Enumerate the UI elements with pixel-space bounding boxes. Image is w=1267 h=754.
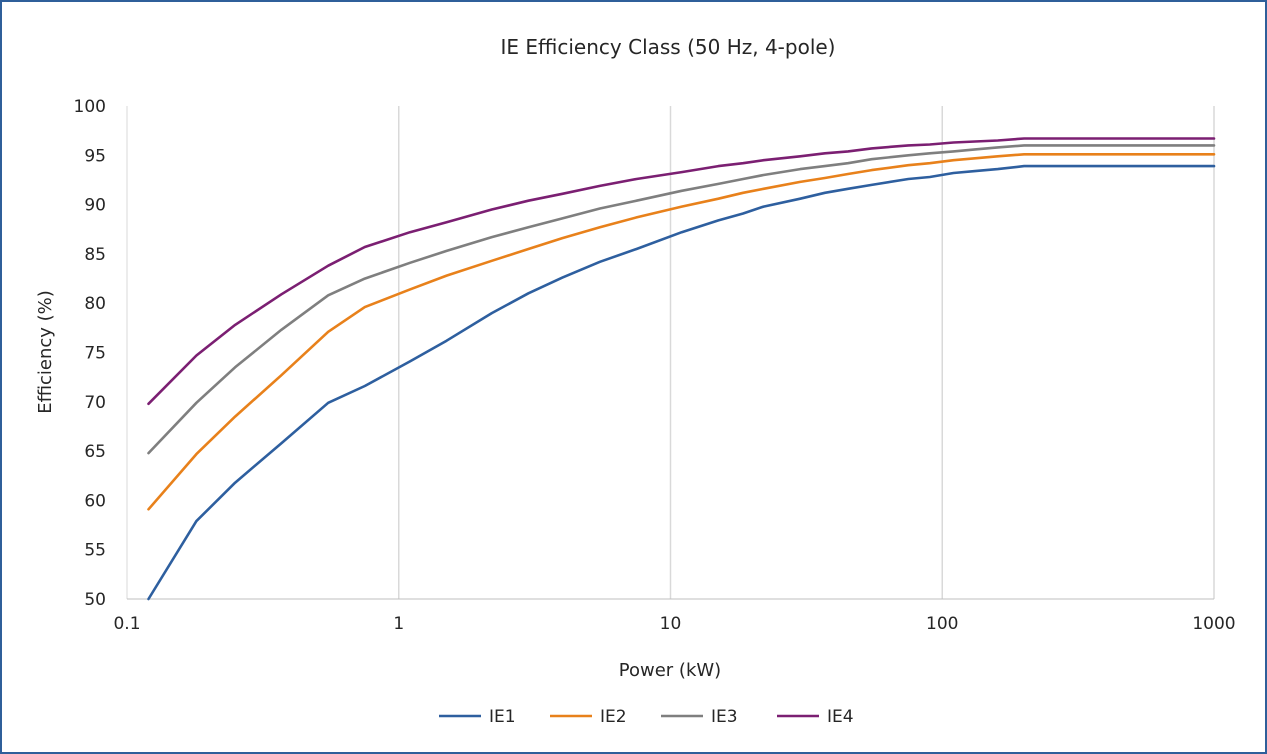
legend-label-ie4: IE4 xyxy=(827,707,854,727)
chart-title: IE Efficiency Class (50 Hz, 4-pole) xyxy=(501,35,836,59)
y-tick-label: 60 xyxy=(84,491,106,511)
x-tick-label: 1000 xyxy=(1192,614,1235,634)
legend: IE1 IE2 IE3 IE4 xyxy=(439,707,854,727)
y-tick-label: 55 xyxy=(84,541,106,561)
x-axis-title: Power (kW) xyxy=(619,660,721,681)
series-line-ie4 xyxy=(147,137,1216,406)
x-tick-label: 10 xyxy=(660,614,682,634)
y-tick-label: 100 xyxy=(74,97,106,117)
legend-label-ie1: IE1 xyxy=(489,707,516,727)
x-tick-label: 1 xyxy=(393,614,404,634)
y-axis-title: Efficiency (%) xyxy=(35,290,56,414)
y-tick-labels: 50 55 60 65 70 75 80 85 90 95 100 xyxy=(74,97,106,610)
y-tick-label: 90 xyxy=(84,196,106,216)
series-lines xyxy=(147,137,1216,601)
x-tick-labels: 0.1 1 10 100 1000 xyxy=(113,614,1235,634)
gridlines xyxy=(398,106,1215,599)
x-tick-label: 0.1 xyxy=(113,614,140,634)
legend-label-ie2: IE2 xyxy=(600,707,627,727)
x-tick-label: 100 xyxy=(926,614,958,634)
y-tick-label: 80 xyxy=(84,294,106,314)
legend-label-ie3: IE3 xyxy=(711,707,738,727)
y-tick-label: 50 xyxy=(84,590,106,610)
series-line-ie2 xyxy=(147,153,1216,511)
series-line-ie1 xyxy=(147,164,1216,601)
y-tick-label: 85 xyxy=(84,245,106,265)
series-line-ie3 xyxy=(147,144,1216,455)
y-tick-label: 95 xyxy=(84,146,106,166)
y-tick-label: 70 xyxy=(84,393,106,413)
y-tick-label: 75 xyxy=(84,344,106,364)
y-tick-label: 65 xyxy=(84,442,106,462)
